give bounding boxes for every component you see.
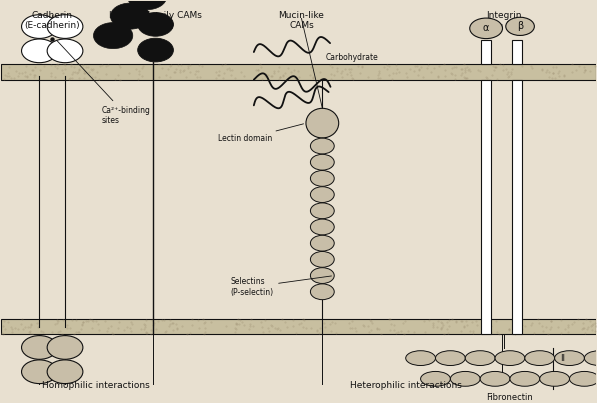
Bar (481, 40, 491, 64)
Ellipse shape (435, 351, 465, 366)
Ellipse shape (470, 18, 503, 39)
Circle shape (21, 15, 57, 38)
Circle shape (47, 15, 83, 38)
Ellipse shape (306, 108, 338, 138)
Circle shape (310, 154, 334, 170)
Circle shape (138, 12, 173, 36)
Ellipse shape (570, 372, 597, 386)
Circle shape (310, 251, 334, 267)
Text: Ca²⁺-binding
sites: Ca²⁺-binding sites (57, 41, 151, 125)
Text: Integrin
(α₃ β₁): Integrin (α₃ β₁) (486, 10, 522, 30)
Text: Lectin domain: Lectin domain (218, 124, 303, 143)
Text: Selectins
(P-selectin): Selectins (P-selectin) (230, 276, 331, 297)
Ellipse shape (540, 372, 570, 386)
Ellipse shape (450, 372, 480, 386)
Circle shape (310, 235, 334, 251)
Ellipse shape (555, 351, 584, 366)
Ellipse shape (506, 17, 534, 35)
Text: II: II (561, 353, 565, 363)
Circle shape (127, 0, 167, 10)
Circle shape (138, 38, 173, 62)
Bar (1, 319, 596, 334)
Circle shape (310, 170, 334, 186)
Circle shape (21, 360, 57, 384)
Text: α: α (483, 23, 490, 33)
Circle shape (47, 39, 83, 63)
Circle shape (310, 268, 334, 283)
Bar (512, 40, 522, 64)
Ellipse shape (510, 372, 540, 386)
Ellipse shape (495, 351, 525, 366)
Circle shape (310, 187, 334, 203)
Circle shape (21, 39, 57, 63)
Ellipse shape (480, 372, 510, 386)
Text: β: β (517, 21, 523, 31)
Circle shape (310, 203, 334, 219)
Bar (1, 64, 596, 80)
Ellipse shape (465, 351, 495, 366)
Ellipse shape (525, 351, 555, 366)
Bar (481, 80, 491, 334)
Circle shape (94, 23, 133, 49)
Text: Heterophilic interactions: Heterophilic interactions (350, 381, 461, 390)
Text: Mucin-like
CAMs: Mucin-like CAMs (279, 10, 324, 30)
Text: Ig-superfamily CAMs
(N-CAM): Ig-superfamily CAMs (N-CAM) (109, 10, 202, 30)
Circle shape (47, 336, 83, 359)
Text: Homophilic interactions: Homophilic interactions (42, 381, 150, 390)
Circle shape (110, 3, 150, 29)
Circle shape (47, 360, 83, 384)
Bar (512, 80, 522, 334)
Circle shape (310, 284, 334, 300)
Text: Cadherin
(E-cadherin): Cadherin (E-cadherin) (24, 10, 80, 30)
Text: Carbohydrate: Carbohydrate (325, 54, 378, 62)
Text: Ig domains: Ig domains (0, 402, 1, 403)
Circle shape (21, 336, 57, 359)
Circle shape (310, 138, 334, 154)
Ellipse shape (421, 372, 450, 386)
Circle shape (310, 219, 334, 235)
Ellipse shape (584, 351, 597, 366)
Text: Fibronectin: Fibronectin (487, 393, 533, 402)
Text: Type III
fibronectin
repeats: Type III fibronectin repeats (0, 402, 1, 403)
Ellipse shape (406, 351, 435, 366)
